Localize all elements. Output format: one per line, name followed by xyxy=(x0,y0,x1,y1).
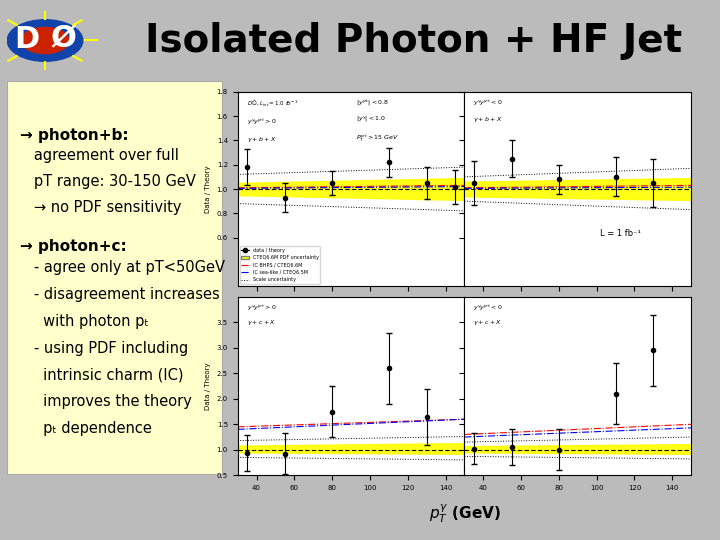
Text: $|y^{jet}|<0.8$: $|y^{jet}|<0.8$ xyxy=(356,98,389,108)
Text: $y^\gamma y^{jet}<0$: $y^\gamma y^{jet}<0$ xyxy=(474,302,503,313)
Text: Ø: Ø xyxy=(50,25,76,54)
Text: L = 1 fb⁻¹: L = 1 fb⁻¹ xyxy=(600,228,642,238)
Circle shape xyxy=(22,28,69,53)
Text: $y^\gamma y^{jet}>0$: $y^\gamma y^{jet}>0$ xyxy=(247,302,276,313)
Text: pₜ dependence: pₜ dependence xyxy=(20,421,152,436)
Circle shape xyxy=(7,19,83,62)
Text: D: D xyxy=(14,25,40,54)
Text: $y^\gamma y^{jet}>0$: $y^\gamma y^{jet}>0$ xyxy=(247,117,276,127)
Text: pT range: 30-150 GeV: pT range: 30-150 GeV xyxy=(20,174,196,189)
Text: $|y^\gamma|<1.0$: $|y^\gamma|<1.0$ xyxy=(356,115,386,124)
Text: intrinsic charm (IC): intrinsic charm (IC) xyxy=(20,368,184,382)
Text: agreement over full: agreement over full xyxy=(20,148,179,163)
Y-axis label: Data / Theory: Data / Theory xyxy=(205,362,211,410)
Text: $\gamma+b+X$: $\gamma+b+X$ xyxy=(474,115,503,124)
Text: → no PDF sensitivity: → no PDF sensitivity xyxy=(20,200,181,215)
Legend: data / theory, CTEQ6.6M PDF uncertainty, IC BHPS / CTEQ6.6M, IC sea-like / CTEQ6: data / theory, CTEQ6.6M PDF uncertainty,… xyxy=(240,246,320,284)
Text: → photon+c:: → photon+c: xyxy=(20,239,127,254)
Text: Isolated Photon + HF Jet: Isolated Photon + HF Jet xyxy=(145,22,683,59)
Text: $D\emptyset$, $L_{int}=1.0\ fb^{-1}$: $D\emptyset$, $L_{int}=1.0\ fb^{-1}$ xyxy=(247,98,298,107)
Text: with photon pₜ: with photon pₜ xyxy=(20,314,149,329)
Text: $\gamma+c+X$: $\gamma+c+X$ xyxy=(247,319,276,327)
Text: improves the theory: improves the theory xyxy=(20,394,192,409)
Text: - disagreement increases: - disagreement increases xyxy=(20,287,220,302)
Y-axis label: Data / Theory: Data / Theory xyxy=(205,165,211,213)
Text: $P_T^{jet}>15\ GeV$: $P_T^{jet}>15\ GeV$ xyxy=(356,133,398,144)
Text: $y^\gamma y^{jet}<0$: $y^\gamma y^{jet}<0$ xyxy=(474,98,503,108)
Text: - using PDF including: - using PDF including xyxy=(20,341,189,356)
Text: → photon+b:: → photon+b: xyxy=(20,129,129,143)
Text: - agree only at pT<50GeV: - agree only at pT<50GeV xyxy=(20,260,225,275)
Text: $\gamma+c+X$: $\gamma+c+X$ xyxy=(474,319,503,327)
Text: $\gamma+b+X$: $\gamma+b+X$ xyxy=(247,134,276,144)
Text: $p_T^\gamma$ (GeV): $p_T^\gamma$ (GeV) xyxy=(428,502,500,525)
